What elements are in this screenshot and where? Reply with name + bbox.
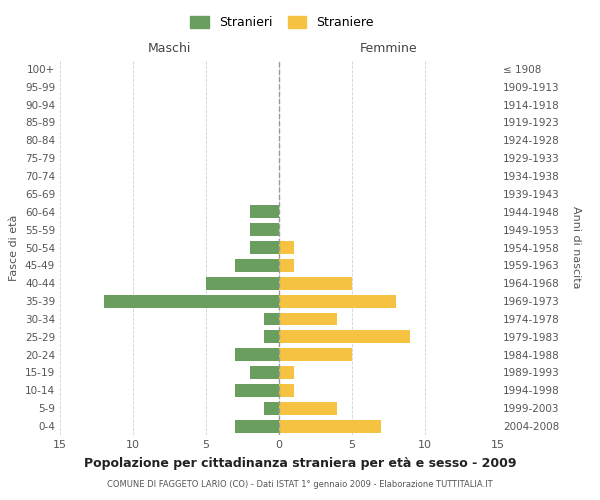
Bar [250,366,279,379]
Bar [279,384,293,397]
Bar [250,223,279,236]
Bar [279,259,293,272]
Bar [279,420,381,432]
Bar [279,241,293,254]
Y-axis label: Anni di nascita: Anni di nascita [571,206,581,289]
Bar [206,277,279,289]
Bar [235,348,279,361]
Bar [235,420,279,432]
Text: COMUNE DI FAGGETO LARIO (CO) - Dati ISTAT 1° gennaio 2009 - Elaborazione TUTTITA: COMUNE DI FAGGETO LARIO (CO) - Dati ISTA… [107,480,493,489]
Text: Popolazione per cittadinanza straniera per età e sesso - 2009: Popolazione per cittadinanza straniera p… [84,458,516,470]
Bar [279,294,396,308]
Y-axis label: Fasce di età: Fasce di età [10,214,19,280]
Bar [265,312,279,326]
Bar [279,312,337,326]
Text: Maschi: Maschi [148,42,191,54]
Bar [235,259,279,272]
Bar [265,402,279,414]
Bar [279,348,352,361]
Bar [235,384,279,397]
Bar [279,277,352,289]
Bar [279,402,337,414]
Bar [279,330,410,343]
Bar [250,241,279,254]
Bar [104,294,279,308]
Bar [250,206,279,218]
Legend: Stranieri, Straniere: Stranieri, Straniere [185,11,379,34]
Text: Femmine: Femmine [359,42,418,54]
Bar [279,366,293,379]
Bar [265,330,279,343]
